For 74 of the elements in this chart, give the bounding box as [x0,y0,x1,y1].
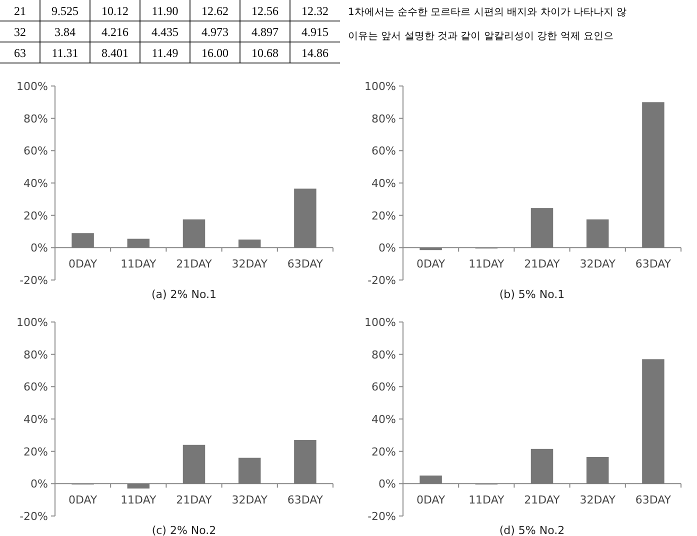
y-tick-label: 60% [24,144,48,158]
bar [642,359,664,484]
y-tick-label: 0% [30,242,48,255]
x-tick-label: 32DAY [580,258,616,271]
y-tick-label: 60% [372,380,396,394]
text: (d) 5% No.2 [499,524,565,536]
x-tick-label: 32DAY [580,494,616,507]
y-tick-label: 20% [24,445,48,458]
y-tick-label: 60% [24,380,48,394]
y-tick-label: 100% [16,316,48,329]
y-tick-label: 80% [372,348,396,362]
x-tick-label: 11DAY [468,258,505,271]
bar [420,476,442,484]
y-tick-label: 80% [24,348,48,362]
y-tick-label: 40% [24,177,48,190]
bar [182,444,206,484]
x-tick-label: 63DAY [635,258,672,271]
bar [586,219,609,248]
y-tick-label: 60% [372,144,396,158]
x-tick-label: 21DAY [524,258,560,271]
y-tick-label: 0% [378,242,396,255]
bar [530,208,554,248]
text: 21 9.525 10.12 11.90 12.62 12.56 12.32 [14,4,328,18]
y-tick-label: -20% [368,274,396,287]
x-tick-label: 0DAY [68,258,98,271]
x-tick-label: 63DAY [635,494,672,507]
text: 1차에서는 순수한 모르타르 시편의 배지와 차이가 나타나지 않 [348,7,627,18]
bar [127,238,150,248]
y-tick-label: 40% [372,177,396,190]
bar [530,448,554,484]
bar [586,456,609,484]
text: 32 3.84 4.216 4.435 4.973 4.897 4.915 [14,25,328,39]
bar [72,233,94,248]
x-tick-label: 11DAY [120,258,157,271]
y-tick-label: 100% [364,316,396,329]
x-tick-label: 21DAY [176,494,212,507]
x-tick-label: 0DAY [416,258,446,271]
bar [182,219,206,248]
text: (c) 2% No.2 [152,524,216,536]
y-tick-label: 100% [16,80,48,93]
x-tick-label: 21DAY [176,258,212,271]
y-tick-label: 20% [372,445,396,458]
y-tick-label: -20% [368,510,396,523]
bar [294,440,316,484]
x-tick-label: 11DAY [468,494,505,507]
x-tick-label: 32DAY [232,494,268,507]
y-tick-label: -20% [20,510,48,523]
bar [642,102,664,248]
y-tick-label: 40% [24,413,48,426]
y-tick-label: 100% [364,80,396,93]
x-tick-label: 0DAY [68,494,98,507]
x-tick-label: 21DAY [524,494,560,507]
bar [238,458,261,484]
y-tick-label: 80% [24,112,48,126]
text: (a) 2% No.1 [151,288,217,301]
text: 63 11.31 8.401 11.49 16.00 10.68 14.86 [14,46,328,60]
x-tick-label: 63DAY [287,494,324,507]
bar [294,188,316,248]
x-tick-label: 0DAY [416,494,446,507]
y-tick-label: 0% [378,478,396,491]
text: 이유는 앞서 설명한 것과 같이 알칼리성이 강한 억제 요인으 [348,31,614,42]
bar [127,484,150,489]
x-tick-label: 11DAY [120,494,157,507]
bar [420,248,442,250]
y-tick-label: 40% [372,413,396,426]
y-tick-label: 80% [372,112,396,126]
text: (b) 5% No.1 [499,288,565,301]
y-tick-label: 0% [30,478,48,491]
y-tick-label: 20% [24,209,48,222]
x-tick-label: 32DAY [232,258,268,271]
y-tick-label: 20% [372,209,396,222]
bar [238,240,261,248]
y-tick-label: -20% [20,274,48,287]
x-tick-label: 63DAY [287,258,324,271]
